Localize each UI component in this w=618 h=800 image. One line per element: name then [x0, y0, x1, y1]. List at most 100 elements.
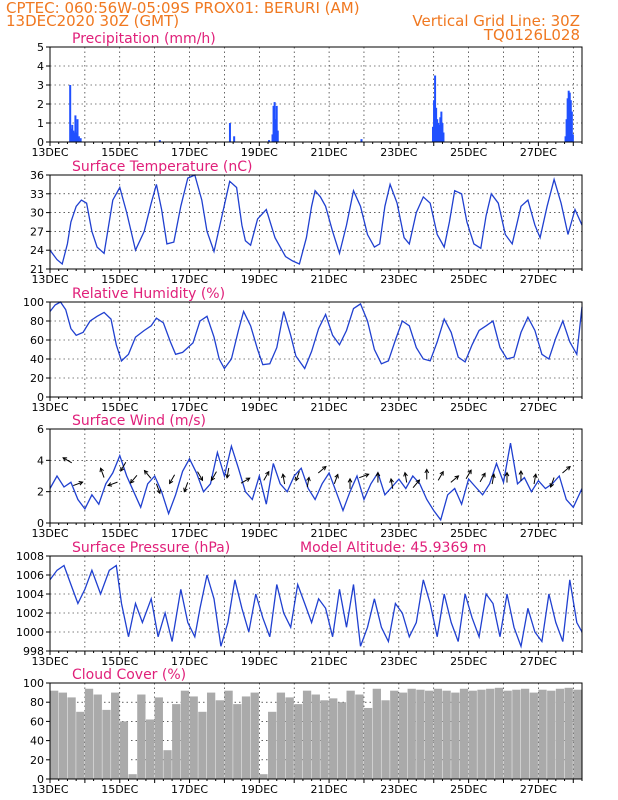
x-tick-label: 27DEC	[520, 401, 557, 414]
bar	[276, 130, 279, 142]
bar	[224, 690, 233, 779]
series-line	[49, 174, 583, 266]
bar	[438, 124, 441, 142]
bar	[259, 774, 268, 779]
bar	[276, 692, 286, 779]
wind-arrow-shaft	[404, 472, 408, 483]
wind-arrow-shaft	[450, 475, 459, 483]
bar	[233, 704, 242, 779]
x-tick-label: 23DEC	[380, 655, 417, 668]
x-tick-label: 19DEC	[241, 146, 278, 159]
y-tick-label: 998	[23, 645, 44, 658]
wind-arrow	[294, 471, 300, 482]
bar	[398, 692, 408, 779]
bar	[189, 696, 198, 779]
bar	[233, 136, 236, 142]
bar	[198, 711, 207, 779]
wind-arrow	[562, 465, 571, 474]
x-tick-label: 21DEC	[311, 401, 348, 414]
wind-arrow-head	[183, 487, 188, 493]
bar	[529, 692, 538, 779]
wind-arrow-head	[481, 472, 486, 478]
bar	[145, 719, 155, 779]
wind-arrow-head	[143, 469, 149, 475]
x-tick-label: 19DEC	[241, 783, 278, 796]
x-tick-label: 21DEC	[311, 527, 348, 540]
wind-arrow	[317, 465, 327, 474]
y-tick-label: 1002	[16, 607, 44, 620]
bar	[70, 128, 73, 142]
wind-arrow-head	[245, 477, 251, 482]
x-tick-label: 21DEC	[311, 273, 348, 286]
bar	[494, 687, 504, 779]
y-tick-label: 20	[30, 754, 44, 767]
wind-arrow-shaft	[240, 477, 250, 484]
wind-arrow-head	[439, 470, 444, 476]
bar	[163, 750, 172, 779]
panel-2: 0 20 40 60 80 100 13DEC 15DEC 17DEC 19DEC 21DEC 23D…	[23, 286, 583, 414]
x-tick-label: 17DEC	[171, 783, 208, 796]
y-tick-label: 30	[30, 207, 44, 220]
bar	[79, 138, 82, 142]
wind-arrow-shaft	[437, 471, 444, 481]
wind-arrow-shaft	[100, 467, 105, 478]
wind-arrow	[424, 468, 430, 480]
bar	[215, 700, 224, 779]
wind-arrow-head	[364, 473, 370, 478]
x-tick-label: 25DEC	[450, 527, 487, 540]
x-tick-label: 15DEC	[101, 655, 138, 668]
x-tick-label: 21DEC	[311, 655, 348, 668]
y-tick-label: 0	[37, 517, 44, 530]
wind-arrow-head	[210, 476, 216, 482]
wind-arrow	[465, 469, 472, 480]
bar	[268, 140, 271, 142]
wind-arrow	[347, 477, 353, 489]
wind-arrow-shaft	[390, 478, 394, 489]
panel-frame	[49, 46, 583, 143]
bar	[441, 123, 444, 142]
wind-arrow-shaft	[120, 462, 127, 472]
bar	[372, 688, 381, 779]
y-tick-label: 3	[37, 79, 44, 92]
wind-arrow-shaft	[550, 477, 555, 488]
bar	[442, 132, 445, 142]
wind-arrow	[183, 482, 189, 493]
bar	[520, 688, 530, 779]
panel-title: Surface Temperature (nC)	[72, 159, 253, 175]
bar	[71, 124, 74, 142]
x-tick-label: 25DEC	[450, 655, 487, 668]
bar	[459, 688, 469, 779]
bar	[434, 75, 437, 142]
bar	[320, 700, 329, 779]
bar	[555, 688, 565, 779]
wind-arrow-head	[62, 457, 68, 462]
bar	[573, 689, 582, 779]
y-tick-label: 24	[30, 244, 44, 257]
bar	[206, 692, 216, 779]
wind-arrow	[155, 483, 161, 495]
bar	[67, 697, 76, 779]
wind-arrow-shaft	[295, 471, 300, 481]
wind-arrow	[120, 462, 127, 472]
bar	[416, 689, 425, 779]
bar	[76, 711, 85, 779]
wind-arrow-shaft	[282, 474, 286, 485]
bar	[273, 102, 276, 142]
bar	[433, 100, 436, 142]
bar	[102, 709, 111, 779]
y-tick-label: 80	[30, 315, 44, 328]
bar	[84, 688, 94, 779]
wind-arrow-head	[156, 489, 161, 495]
wind-arrow	[143, 469, 152, 479]
x-tick-label: 17DEC	[171, 273, 208, 286]
wind-arrow-head	[169, 479, 174, 485]
bar	[571, 134, 574, 142]
wind-arrow-head	[294, 476, 300, 482]
x-tick-label: 19DEC	[241, 655, 278, 668]
x-tick-label: 13DEC	[31, 401, 68, 414]
bar	[337, 702, 347, 779]
wind-arrow-head	[424, 468, 430, 474]
wind-arrow-head	[389, 477, 394, 483]
x-tick-label: 25DEC	[450, 146, 487, 159]
